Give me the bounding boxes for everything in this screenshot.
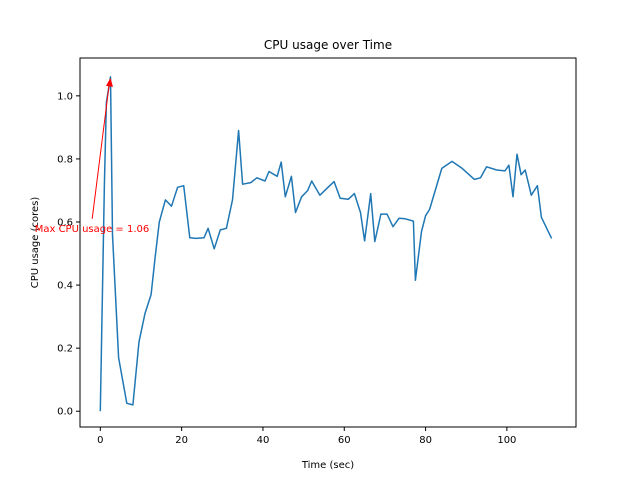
annotation-text: Max CPU usage = 1.06 xyxy=(35,224,150,235)
x-axis-label: Time (sec) xyxy=(301,460,354,471)
x-tick-label: 60 xyxy=(338,435,351,446)
y-tick-label: 0.6 xyxy=(57,218,73,229)
y-axis-label: CPU usage (cores) xyxy=(30,197,41,289)
y-tick-label: 0.2 xyxy=(57,344,73,355)
annotation-arrow-line xyxy=(91,85,110,219)
x-tick-label: 0 xyxy=(97,435,103,446)
x-tick-label: 80 xyxy=(419,435,432,446)
y-tick-label: 0.0 xyxy=(57,407,73,418)
axes-frame xyxy=(79,57,577,428)
y-tick-label: 1.0 xyxy=(57,91,73,102)
chart-title: CPU usage over Time xyxy=(264,38,392,52)
series-line-cpu-usage xyxy=(99,76,553,412)
x-tick-label: 40 xyxy=(257,435,270,446)
y-tick-label: 0.8 xyxy=(57,154,73,165)
x-tick-label: 100 xyxy=(497,435,516,446)
max-annotation: Max CPU usage = 1.06 xyxy=(35,77,150,235)
x-tick-label: 20 xyxy=(175,435,188,446)
annotation-arrow-head xyxy=(105,77,113,87)
y-tick-label: 0.4 xyxy=(57,281,73,292)
x-axis-ticks: 0 20 40 60 80 100 xyxy=(97,427,516,446)
y-axis-ticks: 0.0 0.2 0.4 0.6 0.8 1.0 xyxy=(57,91,80,418)
plot-area xyxy=(99,76,553,412)
